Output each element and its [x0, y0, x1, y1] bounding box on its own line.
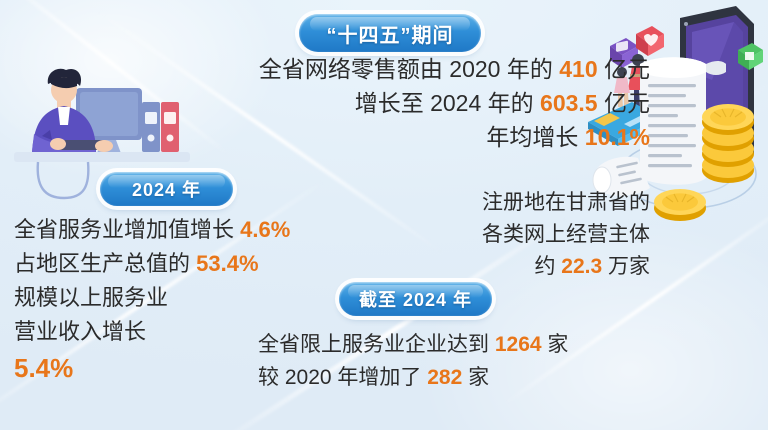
stat-value: 4.6%	[240, 217, 291, 242]
stat-text: 全省服务业增加值增长	[14, 217, 241, 242]
service-industry-stat-block: 全省服务业增加值增长 4.6% 占地区生产总值的 53.4% 规模以上服务业 营…	[14, 219, 344, 393]
stat-line: 全省限上服务业企业达到 1264 家	[258, 334, 678, 355]
badge-2024-label: 2024 年	[131, 180, 202, 200]
stat-value: 53.4%	[196, 251, 259, 276]
stat-text: 年均增长	[486, 124, 585, 150]
online-business-entities-stat-block: 注册地在甘肃省的 各类网上经营主体 约 22.3 万家	[330, 192, 650, 288]
badge-main-label: “十四五”期间	[326, 24, 454, 47]
stat-line: 较 2020 年增加了 282 家	[258, 367, 678, 388]
stat-unit: 家	[462, 366, 490, 389]
badge-year-2024: 2024 年	[100, 172, 233, 206]
person-at-desk-computer-illustration	[14, 68, 190, 200]
stat-line: 规模以上服务业	[14, 285, 169, 310]
stat-line: 增长至 2024 年的 603.5 亿元	[150, 92, 650, 115]
stat-value: 410	[559, 56, 598, 82]
designated-service-enterprises-stat-block: 全省限上服务业企业达到 1264 家 较 2020 年增加了 282 家	[258, 334, 678, 400]
stat-text: 约	[534, 255, 562, 278]
stat-value: 1264	[494, 333, 542, 356]
stat-text: 全省限上服务业企业达到	[258, 333, 495, 356]
stat-value: 603.5	[540, 90, 598, 116]
stat-line: 约 22.3 万家	[330, 256, 650, 277]
stat-line: 年均增长 10.1%	[150, 126, 650, 149]
stat-value: 10.1%	[584, 124, 650, 150]
badge-fourteenth-five-year-plan: “十四五”期间	[299, 14, 481, 52]
badge-until-2024: 截至 2024 年	[339, 282, 492, 316]
stat-line: 全省网络零售额由 2020 年的 410 亿元	[150, 58, 650, 81]
stat-value: 22.3	[561, 255, 603, 278]
stat-line: 注册地在甘肃省的	[482, 191, 650, 214]
stat-unit: 家	[541, 333, 569, 356]
stat-line: 营业收入增长	[14, 319, 147, 344]
stat-value: 5.4%	[14, 353, 74, 383]
stat-unit: 亿元	[597, 90, 650, 116]
stat-unit: 万家	[602, 255, 650, 278]
stat-text: 较 2020 年增加了	[258, 366, 428, 389]
stat-text: 占地区生产总值的	[14, 251, 197, 276]
stat-text: 增长至 2024 年的	[354, 90, 541, 116]
stat-line: 占地区生产总值的 53.4%	[14, 253, 344, 275]
badge-until-label: 截至 2024 年	[358, 290, 473, 310]
stat-line: 全省服务业增加值增长 4.6%	[14, 219, 344, 241]
mobile-shopping-receipt-coins-illustration	[588, 6, 763, 221]
stat-unit: 亿元	[597, 56, 650, 82]
stat-value: 282	[427, 366, 463, 389]
stat-line: 各类网上经营主体	[482, 223, 650, 246]
online-retail-stat-block: 全省网络零售额由 2020 年的 410 亿元 增长至 2024 年的 603.…	[150, 58, 650, 160]
stat-text: 全省网络零售额由 2020 年的	[258, 56, 560, 82]
